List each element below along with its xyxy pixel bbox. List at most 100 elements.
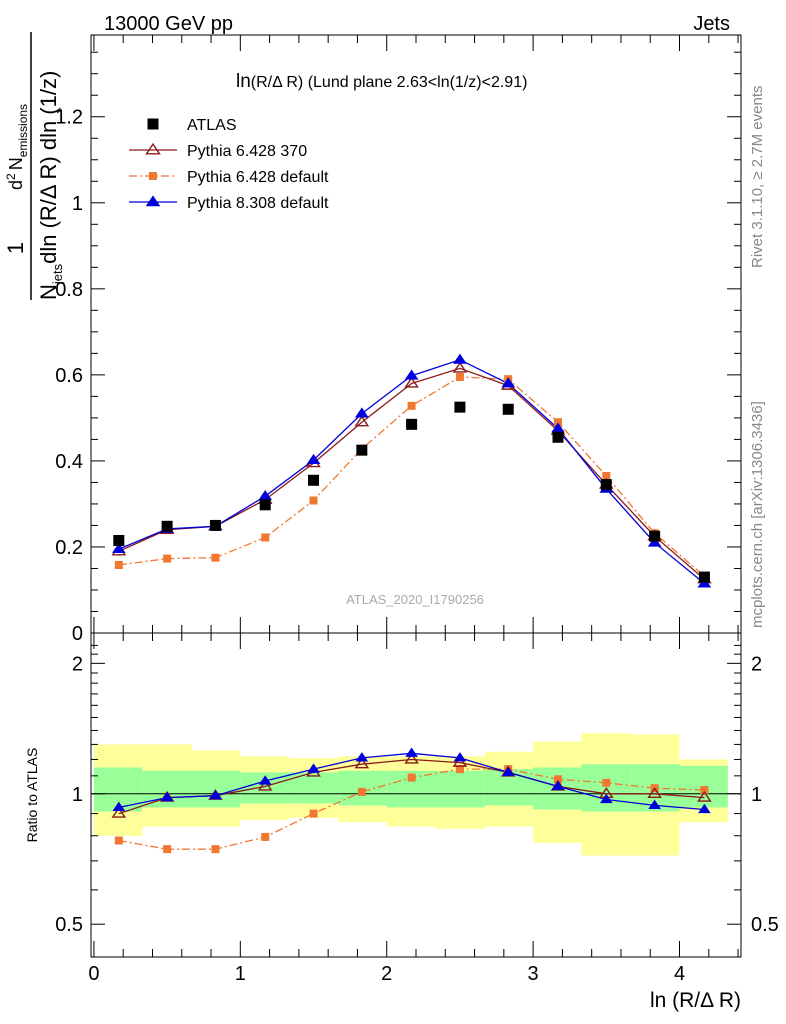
plot-title: ln(R/Δ R) (Lund plane 2.63<ln(1/z)<2.91) (236, 71, 527, 92)
pythia6-default-marker (211, 553, 220, 562)
ylabel-jets: jets (50, 263, 65, 285)
pythia6-default-marker (163, 554, 172, 563)
ylabel-one: 1 (3, 242, 28, 254)
x-tick-label: 4 (674, 963, 685, 985)
rivet-label: Rivet 3.1.10, ≥ 2.7M events (749, 86, 766, 269)
ratio-y-tick-label: 0.5 (55, 914, 83, 936)
main-y-tick-label: 0.4 (55, 451, 83, 473)
ratio-pythia6-370-marker (404, 752, 419, 764)
pythia8-default-marker (258, 489, 273, 501)
x-tick-label: 2 (381, 963, 392, 985)
ratio-pythia8-default-marker (112, 801, 126, 812)
legend-label: ATLAS (187, 117, 237, 134)
ratio-pythia6-default-marker (602, 778, 611, 787)
pythia6-default-marker (554, 418, 563, 427)
ratio-pythia8-default-marker (698, 803, 711, 814)
main-plot-panel: 0 0.2 0.4 0.6 0.8 1 1.2 ln(R/Δ R) (Lund plane … (55, 34, 742, 645)
ylabel-N: N (36, 284, 61, 300)
pythia6-default-marker (261, 533, 270, 542)
ratio-y-axis: 0.5 0.5 1 1 2 2 (55, 644, 779, 936)
ratio-plot-panel: 0.5 0.5 1 1 2 2 0 1 2 3 4 Ratio to ATLAS ln (R/Δ … (24, 632, 779, 1012)
x-axis: 0 1 2 3 4 (88, 633, 739, 985)
x-tick-label: 0 (88, 963, 99, 985)
ratio-pythia8-default-marker (501, 766, 515, 777)
ratio-y-tick-label: 2 (72, 653, 83, 675)
ylabel-denominator: Njetsdln (R/Δ R) dln (1/z) (36, 71, 65, 300)
mcplots-label: mcplots.cern.ch [arXiv:1306.3436] (749, 401, 766, 628)
pythia8-default-marker (112, 542, 126, 554)
atlas-data-marker (454, 401, 466, 413)
x-tick-label: 1 (235, 963, 246, 985)
pythia8-default-marker (453, 353, 467, 364)
main-y-tick-label: 1.2 (55, 107, 83, 129)
atlas-data-marker (113, 535, 125, 547)
ratio-pythia8-default-marker (405, 747, 418, 757)
pythia6-default-marker (602, 471, 611, 480)
ylabel-Nnum: N (6, 157, 26, 170)
header-right: Jets (693, 13, 730, 35)
pythia8-default-marker (647, 536, 662, 547)
ratio-pythia8-default-marker (355, 752, 369, 762)
ratio-pythia8-default-marker (453, 752, 467, 762)
ratio-pythia6-default-marker (554, 775, 563, 784)
plot-title-main: ln (236, 71, 251, 92)
pythia6-370-marker (354, 415, 370, 427)
ratio-pythia8-default-marker (600, 793, 613, 804)
atlas-data-marker (698, 571, 710, 583)
ratio-pythia6-default-marker (261, 832, 270, 841)
ratio-pythia8-default-marker (307, 763, 320, 773)
ylabel-two: 2 (4, 173, 18, 180)
atlas-data-marker (600, 479, 612, 491)
x-tick-label: 3 (528, 963, 539, 985)
pythia8-default-line (118, 359, 705, 585)
ratio-pythia6-default-marker (114, 836, 123, 845)
legend-marker-pythia8-default (145, 195, 161, 207)
ratio-pythia6-370-marker (257, 779, 273, 791)
atlas-data-marker (209, 519, 221, 531)
atlas-data-marker (649, 530, 661, 542)
analysis-watermark: ATLAS_2020_I1790256 (346, 592, 484, 607)
ratio-pythia6-370-marker (697, 790, 712, 802)
atlas-data-marker (356, 444, 368, 456)
main-y-tick-label: 0.6 (55, 365, 83, 387)
atlas-data-marker (502, 403, 514, 415)
ratio-series-layer (111, 747, 712, 854)
main-y-tick-label: 0.8 (55, 279, 83, 301)
ratio-y-tick-label-right: 1 (751, 784, 762, 806)
ratio-y-axis-label: Ratio to ATLAS (24, 748, 40, 843)
ratio-y-tick-label-right: 0.5 (751, 914, 779, 936)
pythia8-default-marker (501, 377, 516, 388)
ratio-pythia6-default-marker (700, 786, 709, 795)
ratio-y-tick-label: 1 (72, 784, 83, 806)
ratio-pythia6-default-marker (357, 787, 366, 796)
pythia6-370-line (118, 367, 705, 580)
x-axis-label: ln (R/Δ R) (650, 989, 741, 1012)
ratio-pythia8-default-marker (209, 789, 222, 800)
pythia8-default-marker (355, 407, 369, 418)
atlas-data-marker (308, 474, 320, 486)
legend-marker-pythia6-370 (145, 142, 161, 155)
main-y-axis-label: 1 Njetsdln (R/Δ R) dln (1/z) d2 Nemission… (3, 32, 65, 300)
pythia6-default-marker (309, 496, 318, 505)
ylabel-numerator: d2 Nemissions (4, 104, 30, 190)
legend-label: Pythia 6.428 default (187, 169, 329, 186)
ratio-pythia6-370-marker (452, 755, 468, 767)
pythia6-default-marker (455, 373, 464, 382)
ratio-pythia8-default-marker (648, 799, 661, 810)
ratio-band-inner (192, 770, 241, 808)
ylabel-den-rest: dln (R/Δ R) dln (1/z) (36, 71, 61, 264)
ratio-pythia6-default-marker (211, 845, 220, 854)
atlas-data-marker (161, 520, 173, 532)
ratio-pythia6-370-marker (354, 757, 370, 769)
ratio-pythia8-default-marker (258, 775, 272, 785)
legend-marker-pythia6-default (149, 172, 157, 180)
pythia8-default-marker (404, 369, 419, 380)
pythia6-default-marker (114, 561, 123, 570)
ratio-pythia6-default-marker (163, 845, 172, 854)
ratio-band-inner (142, 770, 193, 808)
main-y-tick-label: 1 (72, 193, 83, 215)
atlas-data-marker (552, 431, 564, 443)
ratio-pythia6-370-marker (647, 787, 662, 798)
main-y-tick-label: 0.2 (55, 537, 83, 559)
